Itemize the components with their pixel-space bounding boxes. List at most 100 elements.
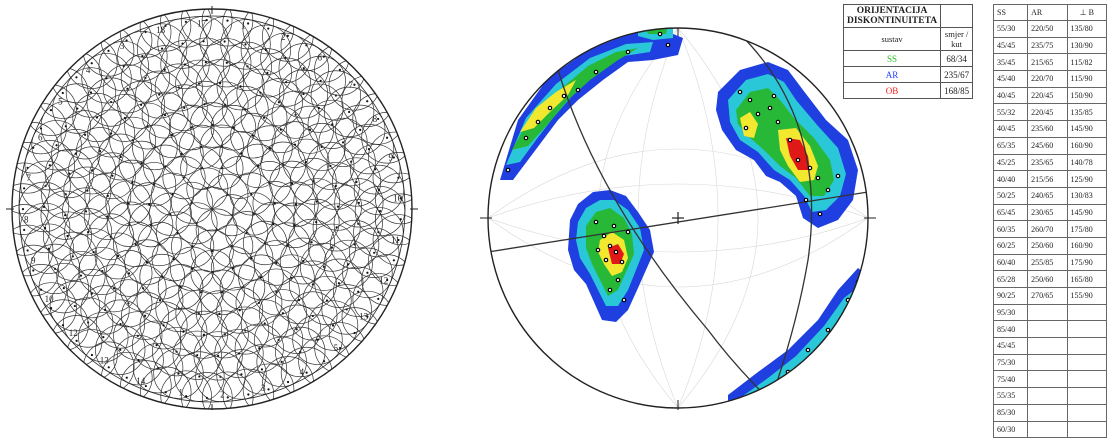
net-number: 2 — [281, 32, 286, 42]
table-header-ss: SS — [992, 4, 1029, 21]
table-cell: 60/35 — [992, 220, 1029, 238]
table-cell: 130/83 — [1066, 186, 1108, 205]
table-row: 65/28 250/60 165/80 — [992, 270, 1108, 288]
table-row: 60/30 — [992, 420, 1108, 438]
table-cell: 140/78 — [1066, 153, 1108, 172]
table-row: 55/30 220/50 135/80 — [992, 20, 1108, 38]
pole-point — [523, 135, 529, 141]
table-cell: 75/40 — [992, 370, 1029, 389]
pole-point — [613, 249, 619, 255]
table-cell — [1027, 320, 1068, 339]
table-cell: 65/35 — [992, 136, 1029, 155]
table-cell: 160/90 — [1066, 236, 1108, 255]
table-cell — [1066, 420, 1108, 438]
net-number: 18 — [156, 25, 166, 35]
table-cell: 235/60 — [1027, 120, 1068, 138]
table-cell: 145/90 — [1066, 203, 1108, 222]
table-row: 40/45 220/45 150/90 — [992, 86, 1108, 105]
net-number: 4 — [300, 367, 305, 377]
net-number: 12 — [69, 328, 78, 338]
table-cell: 155/90 — [1066, 287, 1108, 305]
pole-point — [547, 105, 553, 111]
pole-point — [835, 173, 841, 179]
net-number: 1 — [241, 21, 246, 31]
net-number: 9 — [389, 153, 394, 163]
table-cell: 45/45 — [992, 36, 1029, 55]
legend-name-ss: SS — [842, 50, 942, 67]
table-cell: 220/45 — [1027, 86, 1068, 105]
table-cell: 255/85 — [1027, 253, 1068, 272]
table-cell: 160/90 — [1066, 136, 1108, 155]
pole-point — [621, 297, 627, 303]
net-number: 8 — [24, 214, 29, 224]
pole-point — [575, 87, 581, 93]
legend-col-sustav: sustav — [842, 27, 942, 51]
table-cell: 215/56 — [1027, 170, 1068, 188]
net-number: 8 — [373, 114, 378, 124]
table-cell: 45/25 — [992, 153, 1029, 172]
table-cell: 145/90 — [1066, 120, 1108, 138]
table-row: 85/40 — [992, 320, 1108, 339]
table-row: 45/40 220/70 115/90 — [992, 70, 1108, 88]
table-cell: 85/30 — [992, 403, 1029, 422]
great-circle-ob — [737, 31, 813, 408]
pole-point — [611, 223, 617, 229]
table-cell: 45/45 — [992, 337, 1029, 355]
net-number: 12 — [379, 275, 388, 285]
table-cell: 50/25 — [992, 186, 1029, 205]
net-inner-ring — [18, 15, 406, 403]
table-cell: 55/35 — [992, 387, 1029, 405]
net-number: 10 — [45, 294, 55, 304]
pole-point — [755, 111, 761, 117]
net-number: 13 — [359, 312, 369, 322]
table-cell: 60/40 — [992, 253, 1029, 272]
table-cell: 125/90 — [1066, 170, 1108, 188]
table-cell: 115/82 — [1066, 53, 1108, 72]
net-number: 17 — [197, 18, 207, 28]
table-cell: 235/75 — [1027, 36, 1068, 55]
legend-title-line1: ORIJENTACIJA — [856, 6, 928, 16]
pole-point — [805, 347, 811, 353]
pole-point — [775, 119, 781, 125]
pole-point — [665, 42, 671, 48]
table-cell: 40/40 — [992, 170, 1029, 188]
table-cell: 250/60 — [1027, 270, 1068, 288]
pole-point — [561, 93, 567, 99]
table-header-b: ⊥ B — [1066, 4, 1108, 21]
pole-point — [619, 259, 625, 265]
net-number: 5 — [334, 343, 339, 353]
legend-title: ORIJENTACIJA DISKONTINUITETA — [842, 4, 942, 28]
legend-value-ss: 68/34 — [940, 50, 974, 67]
table-cell: 95/30 — [992, 303, 1029, 322]
net-number: 6 — [317, 52, 322, 62]
legend-name-ob: OB — [842, 82, 942, 99]
table-row: 45/25 235/65 140/78 — [992, 153, 1108, 172]
table-cell: 220/50 — [1027, 20, 1068, 38]
pole-point — [825, 327, 831, 333]
pole-points — [505, 31, 861, 397]
table-cell — [1066, 387, 1108, 405]
pole-point — [593, 219, 599, 225]
table-cell: 115/90 — [1066, 70, 1108, 88]
table-cell: 165/80 — [1066, 270, 1108, 288]
legend-col-smjer: smjer / kut — [940, 27, 974, 51]
pole-point — [771, 93, 777, 99]
pole-point — [795, 157, 801, 163]
net-number: 3 — [261, 383, 266, 393]
legend-value-ob: 168/85 — [940, 82, 974, 99]
legend-title-blank — [940, 4, 974, 28]
legend-title-line2: DISKONTINUITETA — [847, 16, 938, 26]
table-header-ar: AR — [1027, 4, 1068, 21]
table-cell: 65/28 — [992, 270, 1029, 288]
table-row: 85/30 — [992, 403, 1108, 422]
net-number: 3 — [120, 41, 125, 51]
net-number: 9 — [31, 255, 36, 265]
table-row: 65/35 245/60 160/90 — [992, 136, 1108, 155]
table-cell: 270/65 — [1027, 287, 1068, 305]
net-number: 6 — [38, 133, 43, 143]
legend-row-ob: OB 168/85 — [842, 82, 974, 99]
pole-point — [815, 175, 821, 181]
table-row: 90/25 270/65 155/90 — [992, 287, 1108, 305]
pole-point — [601, 233, 607, 239]
